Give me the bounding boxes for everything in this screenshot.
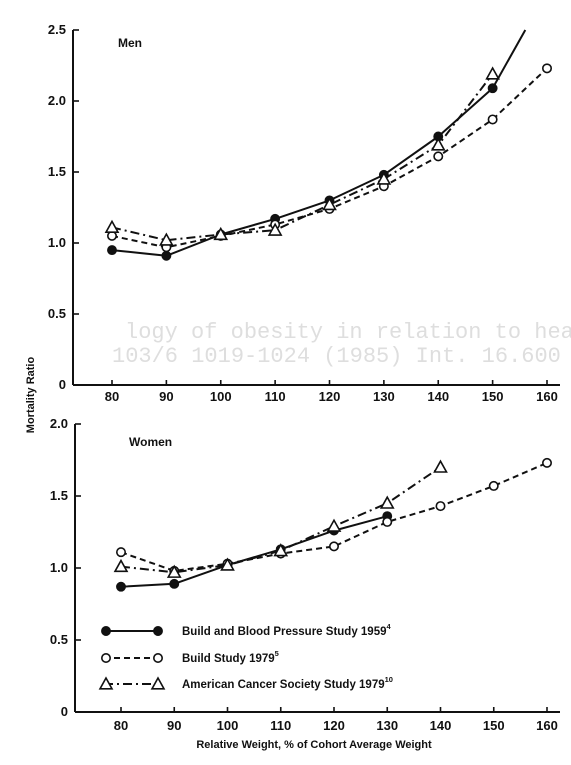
y-axis-title: Mortality Ratio: [25, 357, 37, 434]
bleed-through-line-1: logy of obesity in relation to health: [125, 320, 571, 345]
legend-acs-1979-marker-right: [150, 676, 166, 690]
women-series-bbps-1959-point: [169, 578, 180, 589]
women-x-tick-label: 110: [270, 718, 291, 733]
women-x-tick-label: 150: [483, 718, 505, 733]
men-x-tick-label: 160: [536, 389, 558, 404]
women-axes: 80 90 100 110 120 130 140 150 160 0 0.5 1.0 1.5 2.0: [50, 416, 560, 733]
women-series-acs-1979-point: [273, 543, 289, 557]
bleed-through-line-2: 103/6 1019-1024 (1985) Int. 16.600: [112, 344, 561, 369]
men-series-build-1979-point: [433, 151, 444, 162]
women-y-tick-label: 0.5: [50, 632, 68, 647]
legend-build-1979-marker-left: [101, 652, 112, 663]
men-series-acs-1979-line: [111, 73, 494, 242]
men-x-tick-label: 140: [427, 389, 449, 404]
women-x-tick-label: 90: [167, 718, 181, 733]
women-panel: Women 80 90 100 110 120 130 140 150 160 0 0.5 1.0 1.…: [50, 416, 560, 733]
men-series-acs-1979-point: [159, 232, 174, 246]
legend-bbps-1959-marker-right: [153, 626, 163, 636]
men-series-bbps-1959-point: [161, 250, 172, 261]
legend-acs-1979-marker-left: [98, 676, 114, 690]
women-x-tick-label: 140: [430, 718, 452, 733]
women-series-acs-1979-point: [379, 495, 395, 509]
men-y-tick-label: 2.0: [48, 93, 66, 108]
men-series-acs-1979-point: [322, 197, 337, 211]
women-y-tick-label: 1.0: [50, 560, 68, 575]
women-series-acs-1979-point: [433, 459, 448, 473]
women-series-acs-1979-point: [166, 564, 182, 578]
women-series-acs-1979-point: [326, 518, 342, 532]
legend-build-1979-marker-right: [153, 652, 164, 663]
women-series-build-1979-point: [116, 547, 127, 558]
women-y-tick-label: 1.5: [50, 488, 68, 503]
men-series-acs-1979-point: [267, 222, 283, 236]
men-x-tick-label: 100: [210, 389, 232, 404]
women-series-bbps-1959-line: [120, 515, 388, 588]
legend-build-1979-label: Build Study 19795: [182, 649, 279, 665]
women-panel-title: Women: [129, 435, 172, 449]
men-series-acs-1979-point: [430, 137, 446, 151]
men-y-tick-label: 1.5: [48, 164, 66, 179]
bleed-through-text: logy of obesity in relation to health 10…: [112, 320, 571, 369]
women-y-tick-label: 0: [61, 704, 68, 719]
men-series-build-1979-point: [487, 114, 498, 125]
women-x-tick-label: 120: [323, 718, 345, 733]
women-y-tick-label: 2.0: [50, 416, 68, 431]
legend-acs-1979-label: American Cancer Society Study 197910: [182, 675, 393, 691]
women-series-build-1979-point: [541, 457, 552, 468]
legend-bbps-1959-marker-left: [101, 626, 111, 636]
men-panel-title: Men: [118, 36, 142, 50]
men-series: [104, 29, 552, 261]
men-y-tick-label: 2.5: [48, 22, 66, 37]
men-x-tick-label: 110: [265, 389, 286, 404]
men-series-acs-1979-point: [485, 66, 500, 80]
women-series-build-1979-point: [435, 501, 446, 512]
women-series: [113, 457, 552, 592]
men-series-acs-1979-point: [104, 219, 120, 233]
women-series-acs-1979-point: [113, 558, 129, 573]
legend: Build and Blood Pressure Study 19594 Buil…: [98, 622, 393, 691]
men-series-bbps-1959-line: [111, 29, 527, 257]
women-series-build-1979-point: [328, 541, 339, 552]
men-panel: Men 80 90 100 110 120 130 140 150 160 0 0.5 1.0 1.5 2…: [48, 22, 560, 404]
men-series-build-1979-line: [111, 67, 548, 249]
men-series-acs-1979-point: [213, 226, 229, 241]
legend-bbps-1959-label: Build and Blood Pressure Study 19594: [182, 622, 392, 638]
men-series-build-1979-point: [541, 63, 552, 74]
women-series-build-1979-line: [120, 461, 548, 572]
men-x-tick-label: 130: [373, 389, 395, 404]
men-series-acs-1979-point: [376, 171, 392, 185]
women-x-tick-label: 160: [536, 718, 558, 733]
women-series-acs-1979-point: [220, 557, 235, 571]
x-axis-title: Relative Weight, % of Cohort Average Wei…: [196, 739, 432, 751]
men-x-tick-label: 120: [319, 389, 341, 404]
men-x-tick-label: 150: [482, 389, 504, 404]
men-x-tick-label: 90: [159, 389, 173, 404]
men-series-bbps-1959-point: [107, 245, 117, 256]
men-y-tick-label: 0.5: [48, 306, 66, 321]
women-x-tick-label: 80: [114, 718, 128, 733]
men-y-tick-label: 0: [59, 377, 66, 392]
men-x-tick-label: 80: [105, 389, 119, 404]
women-x-tick-label: 130: [376, 718, 398, 733]
women-series-bbps-1959-point: [116, 581, 126, 592]
women-x-tick-label: 100: [217, 718, 239, 733]
men-series-bbps-1959-point: [487, 83, 498, 94]
women-series-build-1979-point: [382, 516, 393, 527]
men-axes: 80 90 100 110 120 130 140 150 160 0 0.5 1.0 1.5 2.0 2.…: [48, 22, 560, 404]
men-y-tick-label: 1.0: [48, 235, 66, 250]
women-series-build-1979-point: [488, 480, 499, 491]
